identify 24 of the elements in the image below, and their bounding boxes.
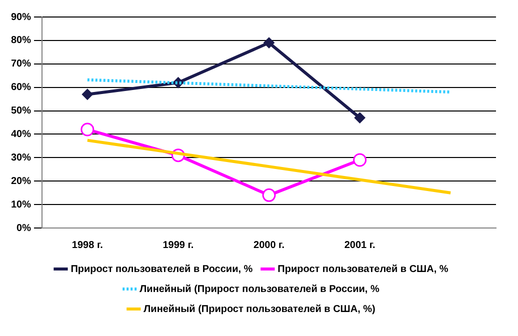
y-tick-label: 40% bbox=[11, 128, 32, 140]
x-tick-label: 2000 г. bbox=[254, 240, 285, 251]
y-tick-label: 10% bbox=[11, 199, 32, 210]
y-tick-label: 60% bbox=[11, 82, 32, 94]
y-tick-label: 50% bbox=[11, 106, 32, 117]
y-tick-label: 0% bbox=[16, 222, 32, 234]
point bbox=[262, 188, 276, 202]
y-tick-label: 70% bbox=[11, 58, 32, 70]
y-tick-label: 90% bbox=[11, 12, 32, 23]
legend-label: Прирост пользователей в США, % bbox=[278, 264, 448, 275]
legend-label: Линейный (Прирост пользователей в США, %) bbox=[144, 304, 376, 315]
x-tick-label: 1999 г. bbox=[162, 240, 194, 251]
legend-label: Прирост пользователей в России, % bbox=[70, 264, 253, 275]
point bbox=[264, 37, 275, 48]
point bbox=[82, 88, 93, 100]
legend-label: Линейный (Прирост пользователей в России, % bbox=[140, 284, 380, 295]
point bbox=[354, 112, 366, 124]
point bbox=[353, 153, 367, 167]
x-tick-label: 2001 г. bbox=[344, 240, 376, 251]
x-tick-label: 1998 г. bbox=[72, 240, 104, 251]
y-tick-label: 20% bbox=[11, 176, 32, 187]
point bbox=[80, 122, 94, 136]
y-tick-label: 80% bbox=[11, 35, 32, 46]
y-tick-label: 30% bbox=[11, 152, 32, 164]
